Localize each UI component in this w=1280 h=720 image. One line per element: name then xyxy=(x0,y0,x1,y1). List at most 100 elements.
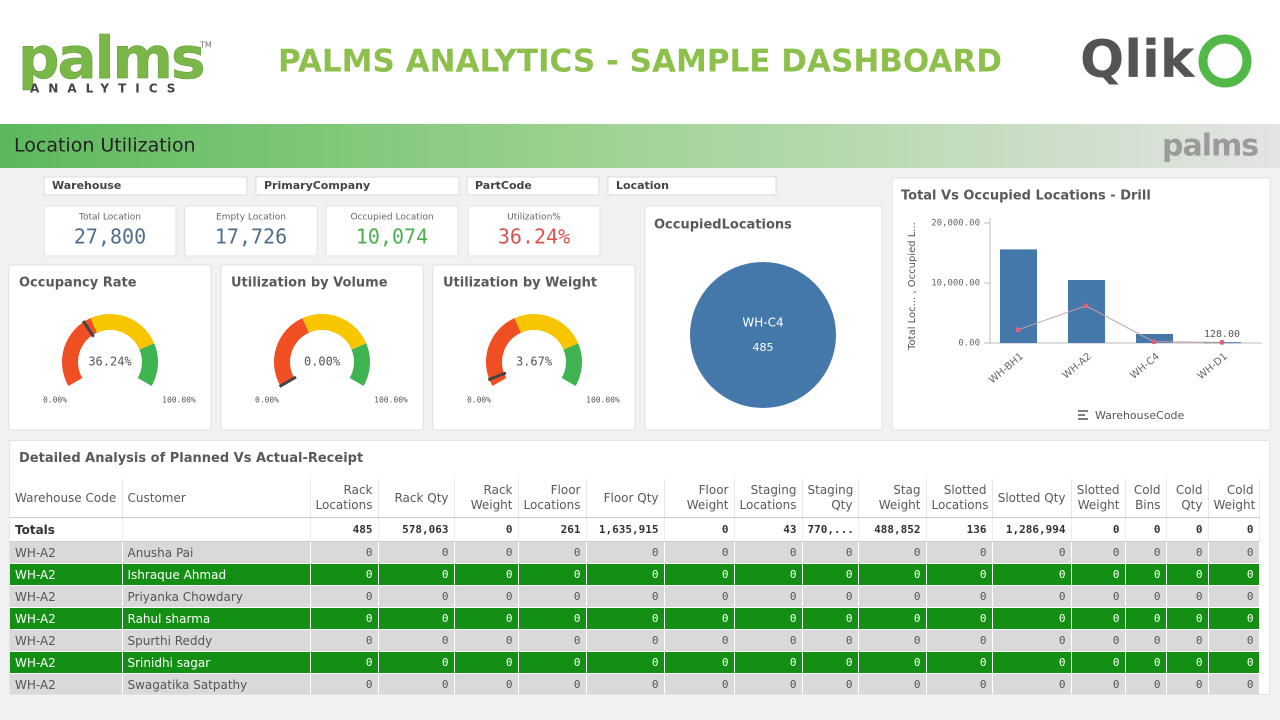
totals-cell: 0 xyxy=(1125,517,1167,542)
table-cell: 0 xyxy=(454,585,519,608)
table-cell: 0 xyxy=(378,651,455,674)
panel xyxy=(8,264,212,431)
table-cell: 0 xyxy=(1208,651,1260,674)
table-cell: WH-A2 xyxy=(10,651,123,674)
gauge-value: 36.24% xyxy=(88,355,132,369)
table-cell: 0 xyxy=(310,541,379,564)
table-cell: 0 xyxy=(378,541,455,564)
table-cell: 0 xyxy=(1071,541,1126,564)
table-cell: 0 xyxy=(1166,673,1209,694)
filter-box xyxy=(607,176,777,196)
table-row: WH-A2 Srinidhi sagar 0 0 0 0 0 0 0 0 0 0 0 0 0 0 0 xyxy=(10,651,1260,674)
table-row: WH-A2 Spurthi Reddy 0 0 0 0 0 0 0 0 0 0 0 0 0 0 0 xyxy=(10,629,1260,652)
totals-cell: Totals xyxy=(10,517,123,542)
table-cell: WH-A2 xyxy=(10,563,123,586)
table-cell: 0 xyxy=(926,585,993,608)
brand-mark xyxy=(1198,34,1252,88)
page-title: PALMS ANALYTICS - SAMPLE DASHBOARD xyxy=(278,44,1002,80)
table-cell: Priyanka Chowdary xyxy=(122,585,311,608)
bar-value-label: 128.00 xyxy=(1204,329,1240,340)
filter-box xyxy=(255,176,460,196)
table: Warehouse Code Customer Rack Locations Rack… xyxy=(10,479,1260,694)
table-cell: 0 xyxy=(992,607,1072,630)
gauge-band xyxy=(486,318,522,386)
logo-sub: ANALYTICS xyxy=(30,82,184,96)
table-panel: Detailed Analysis of Planned Vs Actual-R… xyxy=(9,440,1270,695)
gauge-band xyxy=(274,318,310,386)
y-axis-label: Total Loc... , Occupied L... xyxy=(907,222,918,351)
gauge-needle xyxy=(278,375,297,388)
gauge-title: Utilization by Weight xyxy=(443,276,597,291)
sheet-title: Location Utilization xyxy=(14,135,196,157)
header-row: Warehouse Code Customer Rack Locations Rack… xyxy=(10,479,1260,518)
table-cell: Spurthi Reddy xyxy=(122,629,311,652)
line-point xyxy=(1151,339,1157,345)
table-cell: 0 xyxy=(926,563,993,586)
gauge-max: 100.00% xyxy=(374,396,408,405)
y-tick-label: 10,000.00 xyxy=(931,279,980,289)
table-cell: 0 xyxy=(310,629,379,652)
pie-value: 485 xyxy=(753,341,774,354)
table-cell: Srinidhi sagar xyxy=(122,651,311,674)
gauge-min: 0.00% xyxy=(467,396,491,405)
table-cell: 0 xyxy=(802,585,859,608)
table-cell: 0 xyxy=(1125,563,1167,586)
table-cell: 0 xyxy=(734,541,803,564)
table-cell: 0 xyxy=(802,607,859,630)
table-cell: Ishraque Ahmad xyxy=(122,563,311,586)
table-cell: Anusha Pai xyxy=(122,541,311,564)
table-cell: 0 xyxy=(1125,651,1167,674)
totals-row: Totals 485 578,063 0 261 1,635,915 0 43 770,... 4… xyxy=(10,517,1260,542)
table-cell: 0 xyxy=(734,563,803,586)
table-cell: 0 xyxy=(454,673,519,694)
kpi-value: 36.24% xyxy=(498,225,570,249)
table-cell: 0 xyxy=(858,673,927,694)
table-cell: 0 xyxy=(858,651,927,674)
table-cell: 0 xyxy=(378,585,455,608)
table-cell: 0 xyxy=(992,541,1072,564)
table-cell: 0 xyxy=(1071,673,1126,694)
filter-label: Location xyxy=(616,179,669,192)
totals-cell: 0 xyxy=(1071,517,1126,542)
table-cell: 0 xyxy=(734,585,803,608)
totals-cell: 43 xyxy=(734,517,803,542)
panel xyxy=(220,264,424,431)
table-cell: 0 xyxy=(664,585,735,608)
gauge-band xyxy=(349,343,370,386)
filter-label: PartCode xyxy=(475,179,532,192)
gauge-value: 0.00% xyxy=(304,355,341,369)
y-tick-label: 0.00 xyxy=(958,339,980,349)
kpi-label: Total Location xyxy=(78,213,141,223)
table-cell: 0 xyxy=(802,673,859,694)
y-tick-label: 20,000.00 xyxy=(931,219,980,229)
table-row: WH-A2 Priyanka Chowdary 0 0 0 0 0 0 0 0 0 0 0 0 0 0 0 xyxy=(10,585,1260,608)
table-cell: 0 xyxy=(1166,563,1209,586)
chart-title: Total Vs Occupied Locations - Drill xyxy=(901,189,1151,204)
table-cell: 0 xyxy=(454,541,519,564)
table-cell: 0 xyxy=(518,585,587,608)
table-cell: 0 xyxy=(858,585,927,608)
gauge-band xyxy=(137,343,158,386)
table-cell: 0 xyxy=(858,607,927,630)
table-cell: 0 xyxy=(1125,629,1167,652)
totals-cell: 488,852 xyxy=(858,517,927,542)
table-cell: 0 xyxy=(802,651,859,674)
totals-cell: 1,635,915 xyxy=(586,517,665,542)
table-cell: 0 xyxy=(664,673,735,694)
table-cell: 0 xyxy=(926,651,993,674)
table-cell: WH-A2 xyxy=(10,585,123,608)
column-header: Rack Locations xyxy=(310,479,379,518)
gauge-band xyxy=(561,343,582,386)
table-row: WH-A2 Anusha Pai 0 0 0 0 0 0 0 0 0 0 0 0 0 0 0 xyxy=(10,541,1260,564)
column-header: Cold Weight xyxy=(1208,479,1260,518)
column-header: Customer xyxy=(122,479,311,518)
logo-tm: TM xyxy=(199,41,212,50)
table-title: Detailed Analysis of Planned Vs Actual-R… xyxy=(19,451,364,466)
table-cell: 0 xyxy=(378,673,455,694)
table-cell: 0 xyxy=(1208,629,1260,652)
gauge-needle xyxy=(82,320,95,338)
table-cell: 0 xyxy=(586,541,665,564)
table-cell: 0 xyxy=(926,607,993,630)
table-cell: 0 xyxy=(992,673,1072,694)
